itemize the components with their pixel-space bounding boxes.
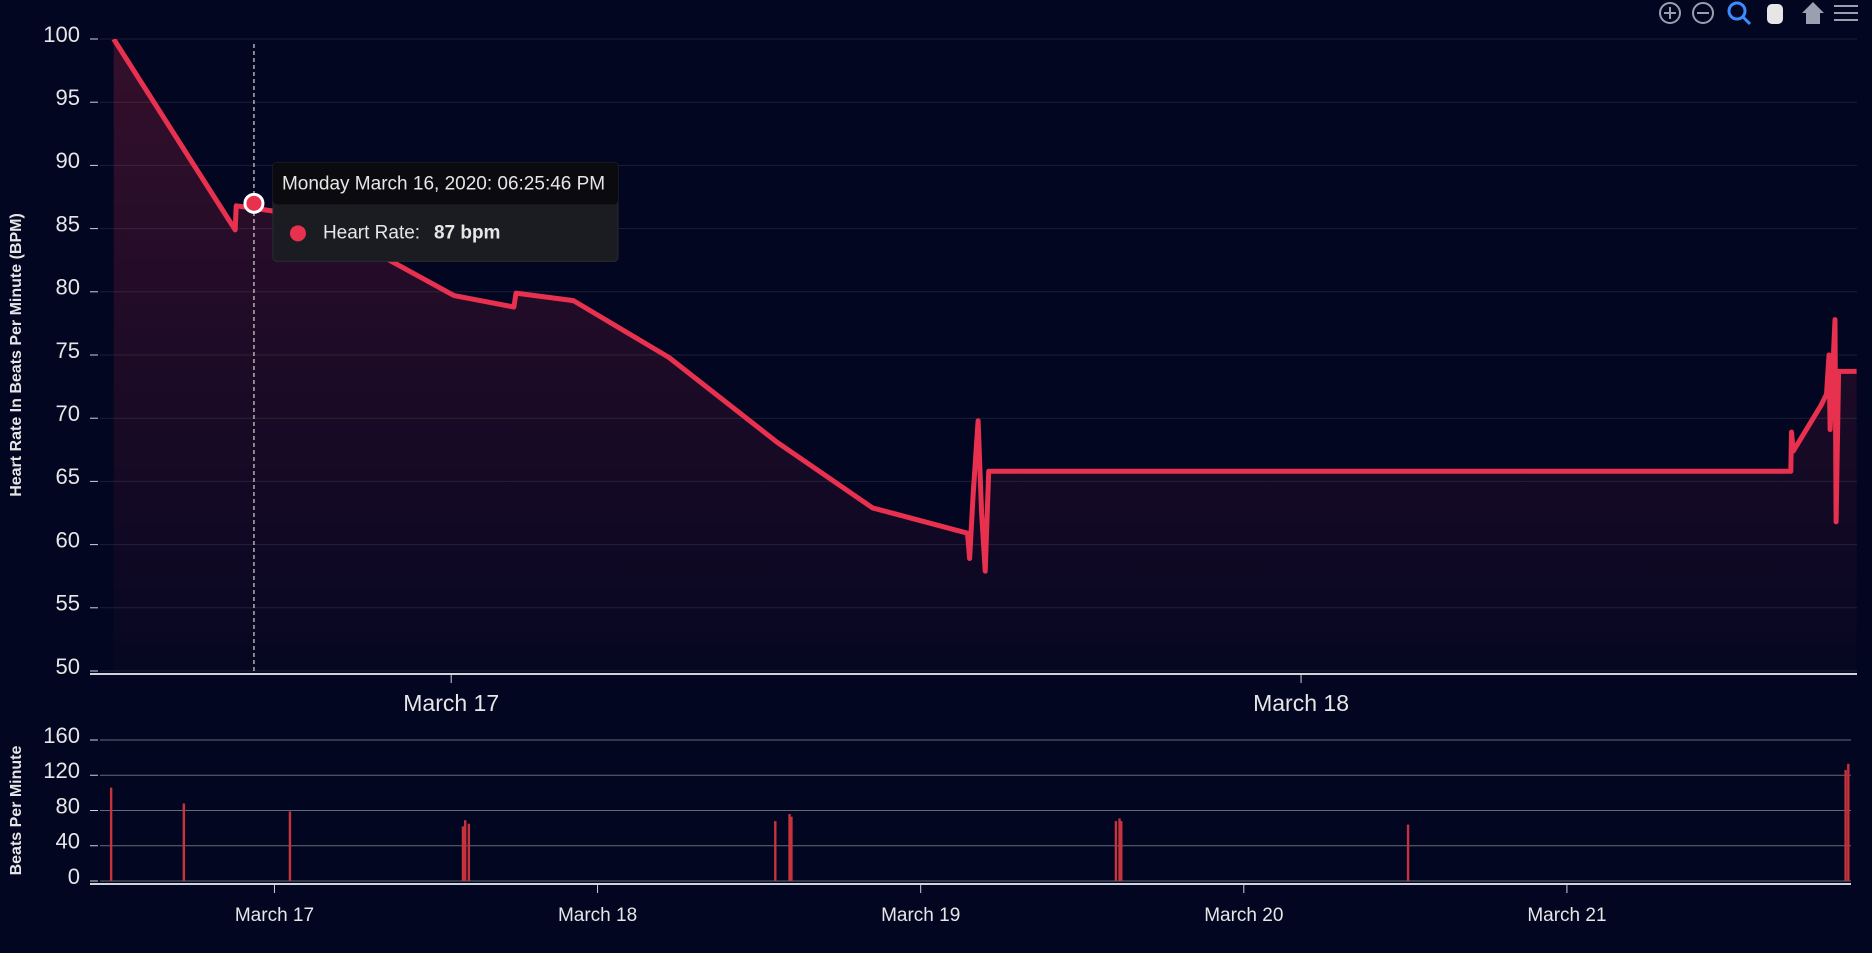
bar	[1120, 821, 1123, 881]
y-tick-label: 0	[68, 864, 80, 889]
toolbar	[1659, 1, 1858, 26]
zoom-in-button[interactable]	[1659, 2, 1681, 24]
y-tick-label: 120	[43, 758, 80, 783]
y-tick-label: 40	[56, 829, 80, 854]
zoom-select-button[interactable]	[1727, 1, 1752, 26]
y-tick-label: 95	[56, 85, 80, 110]
x-tick-label: March 20	[1204, 905, 1283, 926]
y-tick-label: 90	[56, 148, 80, 173]
bar	[1114, 821, 1118, 881]
bar	[467, 823, 471, 881]
area	[113, 39, 1857, 671]
zoom-out-button[interactable]	[1692, 2, 1714, 24]
tooltip-header	[272, 162, 618, 205]
pan-button[interactable]	[1767, 4, 1783, 24]
bar	[1844, 769, 1847, 881]
bar	[1118, 818, 1121, 881]
y-tick-label: 160	[43, 723, 80, 748]
bar	[788, 814, 791, 881]
x-tick-label: March 18	[1253, 690, 1349, 716]
bar	[774, 821, 777, 881]
bar	[182, 803, 186, 881]
x-tick-label: March 18	[558, 905, 637, 926]
bar	[1406, 824, 1410, 881]
y-tick-label: 80	[56, 793, 80, 818]
x-tick-label: March 17	[235, 905, 314, 926]
y-tick-label: 55	[56, 591, 80, 616]
tooltip-swatch	[289, 225, 306, 242]
tooltip-title: Monday March 16, 2020: 06:25:46 PM	[282, 173, 605, 194]
y-tick-label: 75	[56, 338, 80, 363]
y-tick-label: 100	[43, 22, 80, 47]
y-tick-label: 65	[56, 464, 80, 489]
chart-panel: Beats Per Minute 0 40 80 120 160 March 17 March…	[8, 723, 1851, 926]
tooltip-value: 87 bpm	[434, 222, 501, 243]
y-tick-label: 60	[56, 527, 80, 552]
y-axis-title: Heart Rate In Beats Per Minute (BPM)	[8, 213, 25, 497]
reset-zoom-button[interactable]	[1802, 2, 1824, 24]
hover-marker	[243, 192, 265, 214]
x-tick-label: March 21	[1527, 905, 1606, 926]
bar	[461, 826, 465, 881]
tooltip-label: Heart Rate:	[323, 222, 420, 243]
x-tick-label: March 17	[403, 690, 499, 716]
chart-panel: Heart Rate In Beats Per Minute (BPM) 50 55…	[8, 22, 1857, 716]
y-axis-title: Beats Per Minute	[8, 745, 25, 875]
bar	[464, 820, 467, 881]
y-tick-label: 80	[56, 275, 80, 300]
menu-button[interactable]	[1834, 5, 1858, 21]
bar	[1847, 763, 1850, 881]
x-tick-label: March 19	[881, 905, 960, 926]
y-tick-label: 85	[56, 211, 80, 236]
y-tick-label: 50	[56, 654, 80, 679]
bar	[109, 787, 113, 881]
bar	[790, 816, 793, 881]
bar	[288, 811, 292, 881]
y-tick-label: 70	[56, 401, 80, 426]
tooltip: Monday March 16, 2020: 06:25:46 PM Heart …	[272, 161, 619, 262]
